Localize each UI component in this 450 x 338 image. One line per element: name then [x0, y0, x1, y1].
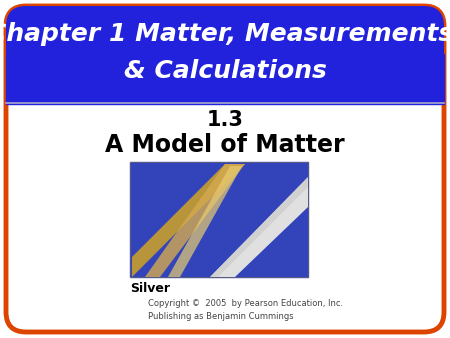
Text: & Calculations: & Calculations — [124, 59, 326, 83]
Polygon shape — [132, 164, 245, 277]
Polygon shape — [210, 177, 308, 277]
Text: Chapter 1 Matter, Measurements,: Chapter 1 Matter, Measurements, — [0, 22, 450, 46]
Text: 1.3: 1.3 — [207, 110, 243, 130]
Bar — [6, 54, 444, 104]
Text: Copyright ©  2005  by Pearson Education, Inc.
Publishing as Benjamin Cummings: Copyright © 2005 by Pearson Education, I… — [148, 299, 343, 321]
FancyBboxPatch shape — [6, 6, 444, 103]
Polygon shape — [145, 164, 245, 277]
Bar — [130, 162, 308, 277]
Polygon shape — [210, 177, 308, 277]
Polygon shape — [168, 166, 242, 277]
Bar — [130, 162, 308, 277]
FancyBboxPatch shape — [6, 6, 444, 332]
Text: A Model of Matter: A Model of Matter — [105, 133, 345, 157]
Text: Silver: Silver — [130, 282, 170, 295]
